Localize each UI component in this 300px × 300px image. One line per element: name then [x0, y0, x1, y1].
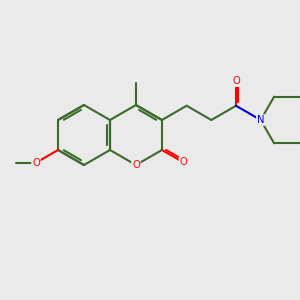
- Text: O: O: [132, 160, 140, 170]
- Text: N: N: [257, 115, 264, 125]
- Text: O: O: [179, 157, 187, 167]
- Text: O: O: [232, 76, 240, 86]
- Text: O: O: [32, 158, 40, 168]
